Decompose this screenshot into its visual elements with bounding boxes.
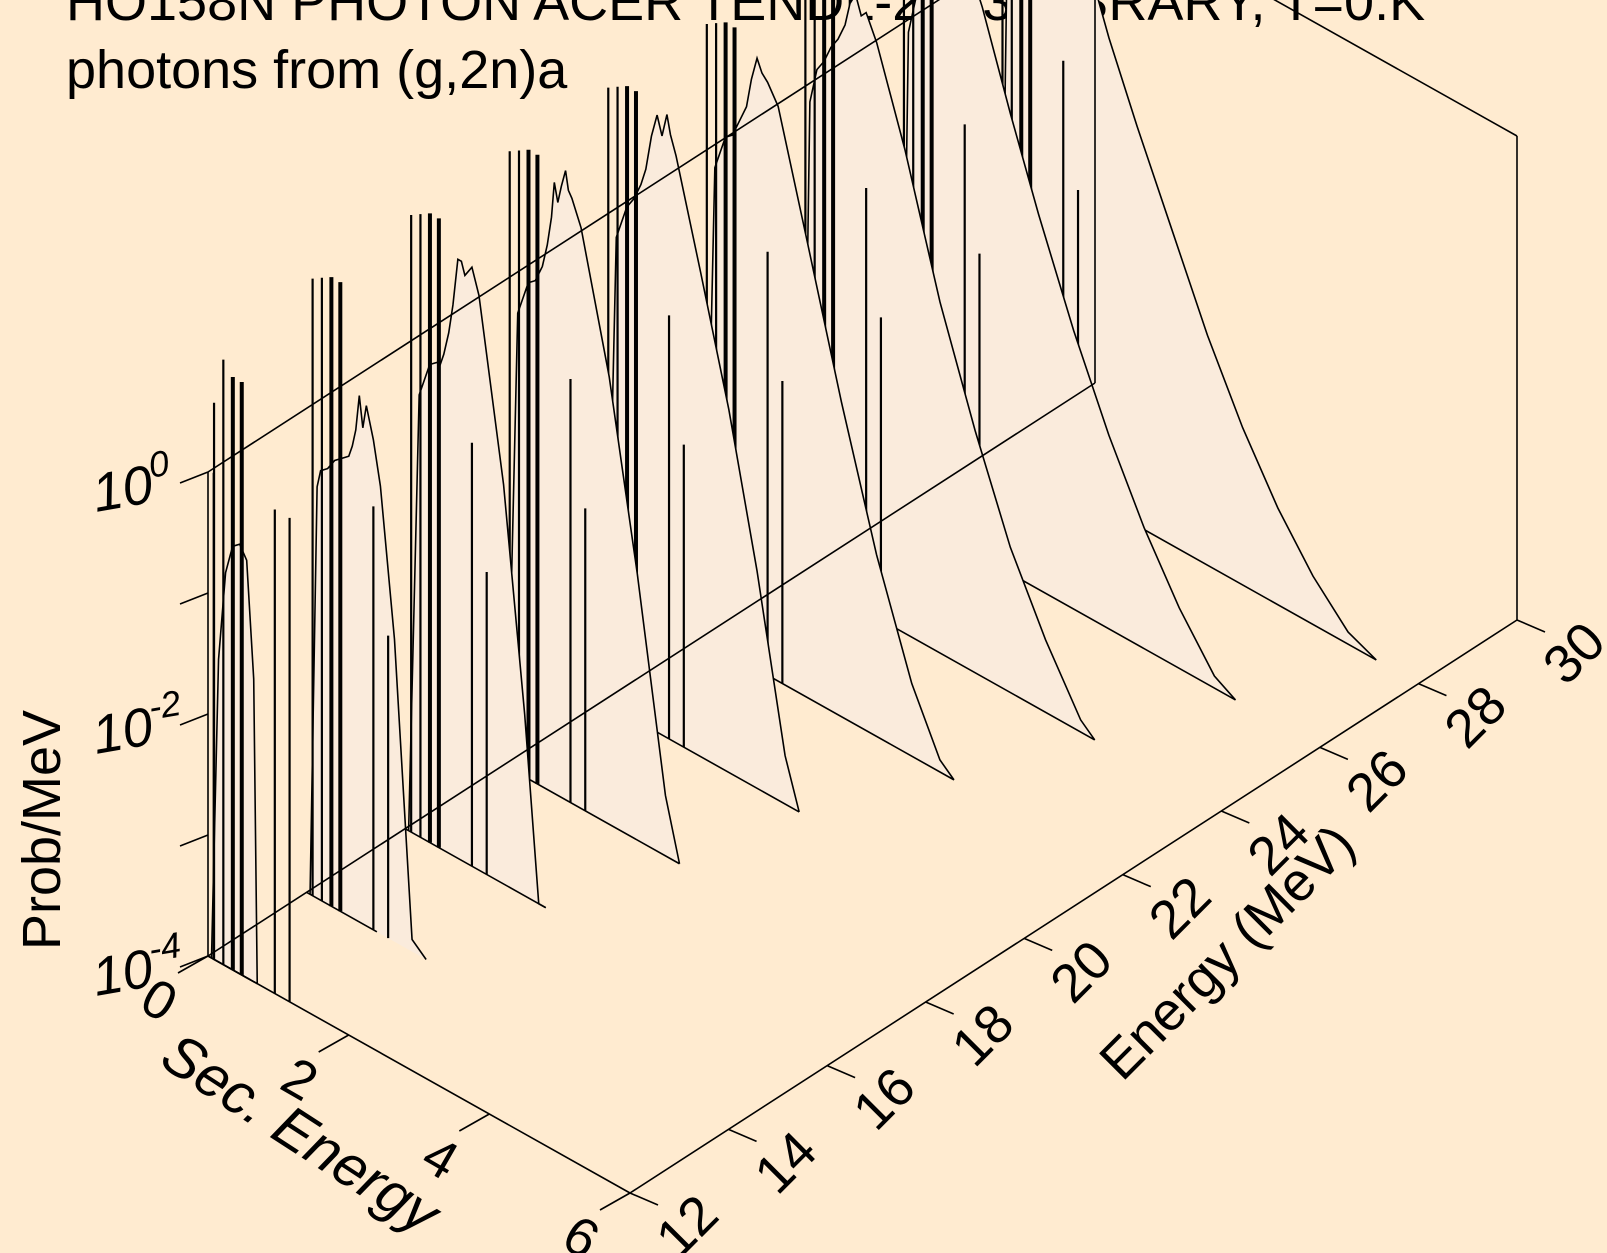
- z-tick-18: [925, 1001, 954, 1015]
- chart-subtitle: photons from (g,2n)a: [66, 40, 568, 100]
- spectrum-curve-16: [407, 258, 547, 909]
- y-tick-label-0: 100: [86, 442, 177, 524]
- spectrum-curve-18: [506, 170, 681, 864]
- x-tick-label-6: 6: [553, 1204, 609, 1253]
- y-tick-label-exponent: -4: [145, 924, 184, 970]
- z-tick-label-12: 12: [645, 1184, 730, 1253]
- y-tick-0: [179, 471, 209, 484]
- spectrum-curve-26: [900, 0, 1237, 701]
- y-minor-tick-0: [179, 592, 209, 605]
- x-tick-0: [177, 955, 209, 974]
- z-tick-label-16: 16: [842, 1056, 927, 1141]
- z-tick-label-20: 20: [1039, 929, 1124, 1014]
- spectrum-curve-14: [309, 395, 427, 960]
- z-tick-12: [629, 1192, 659, 1206]
- z-tick-30: [1516, 619, 1546, 633]
- spectrum-curve-20: [604, 114, 800, 813]
- y-tick-label-exponent: -2: [145, 682, 184, 728]
- left-edge-top: [207, 0, 941, 473]
- y-tick-label-base: 10: [88, 454, 158, 524]
- z-tick-26: [1319, 746, 1349, 761]
- chart-title: HO158N PHOTON ACER TENDL-2023 LIBRARY, T…: [66, 0, 1425, 32]
- y-tick-label-base: 10: [88, 696, 158, 766]
- y-tick-label-2: 10-4: [86, 924, 189, 1008]
- z-tick-28: [1418, 682, 1447, 697]
- spectrum-fill-22: [700, 58, 954, 780]
- z-tick-label-28: 28: [1433, 674, 1518, 759]
- spectrum-curve-22: [703, 55, 955, 781]
- spectrum-fill-20: [602, 114, 800, 812]
- spectrum-18: [503, 149, 681, 865]
- spectrum-baseline-18: [503, 764, 680, 865]
- z-axis-title: Energy (MeV): [1088, 813, 1366, 1091]
- y-minor-tick-1: [179, 834, 209, 847]
- spectra-group: [207, 0, 1377, 1002]
- z-tick-24: [1221, 810, 1250, 824]
- z-tick-20: [1023, 937, 1053, 952]
- left-edge-bottom: [207, 382, 1096, 957]
- spectrum-fill-18: [503, 170, 680, 864]
- front-edge-bottom: [207, 955, 631, 1194]
- spectrum-fill-14: [306, 395, 427, 960]
- x-tick-4: [458, 1113, 490, 1132]
- y-axis-title: Prob/MeV: [12, 710, 72, 950]
- spectrum-curve-28: [999, 0, 1377, 661]
- y-tick-1: [179, 713, 209, 726]
- back-edge-top: [1273, 0, 1518, 137]
- z-tick-label-18: 18: [940, 993, 1025, 1078]
- right-edge-bottom: [629, 619, 1518, 1194]
- y-tick-label-1: 10-2: [86, 682, 189, 766]
- x-tick-2: [318, 1034, 350, 1053]
- z-tick-label-14: 14: [743, 1120, 828, 1205]
- x-tick-6: [599, 1192, 631, 1211]
- spectrum-14: [306, 277, 427, 960]
- z-tick-16: [826, 1064, 856, 1079]
- z-tick-22: [1122, 873, 1152, 888]
- spectrum-12: [207, 359, 291, 1002]
- y-tick-label-base: 10: [88, 938, 158, 1008]
- z-tick-14: [728, 1128, 757, 1143]
- z-tick-label-26: 26: [1335, 738, 1420, 823]
- spectrum-baseline-14: [306, 891, 378, 933]
- z-tick-label-30: 30: [1532, 611, 1607, 696]
- spectrum-curve-12: [210, 543, 259, 984]
